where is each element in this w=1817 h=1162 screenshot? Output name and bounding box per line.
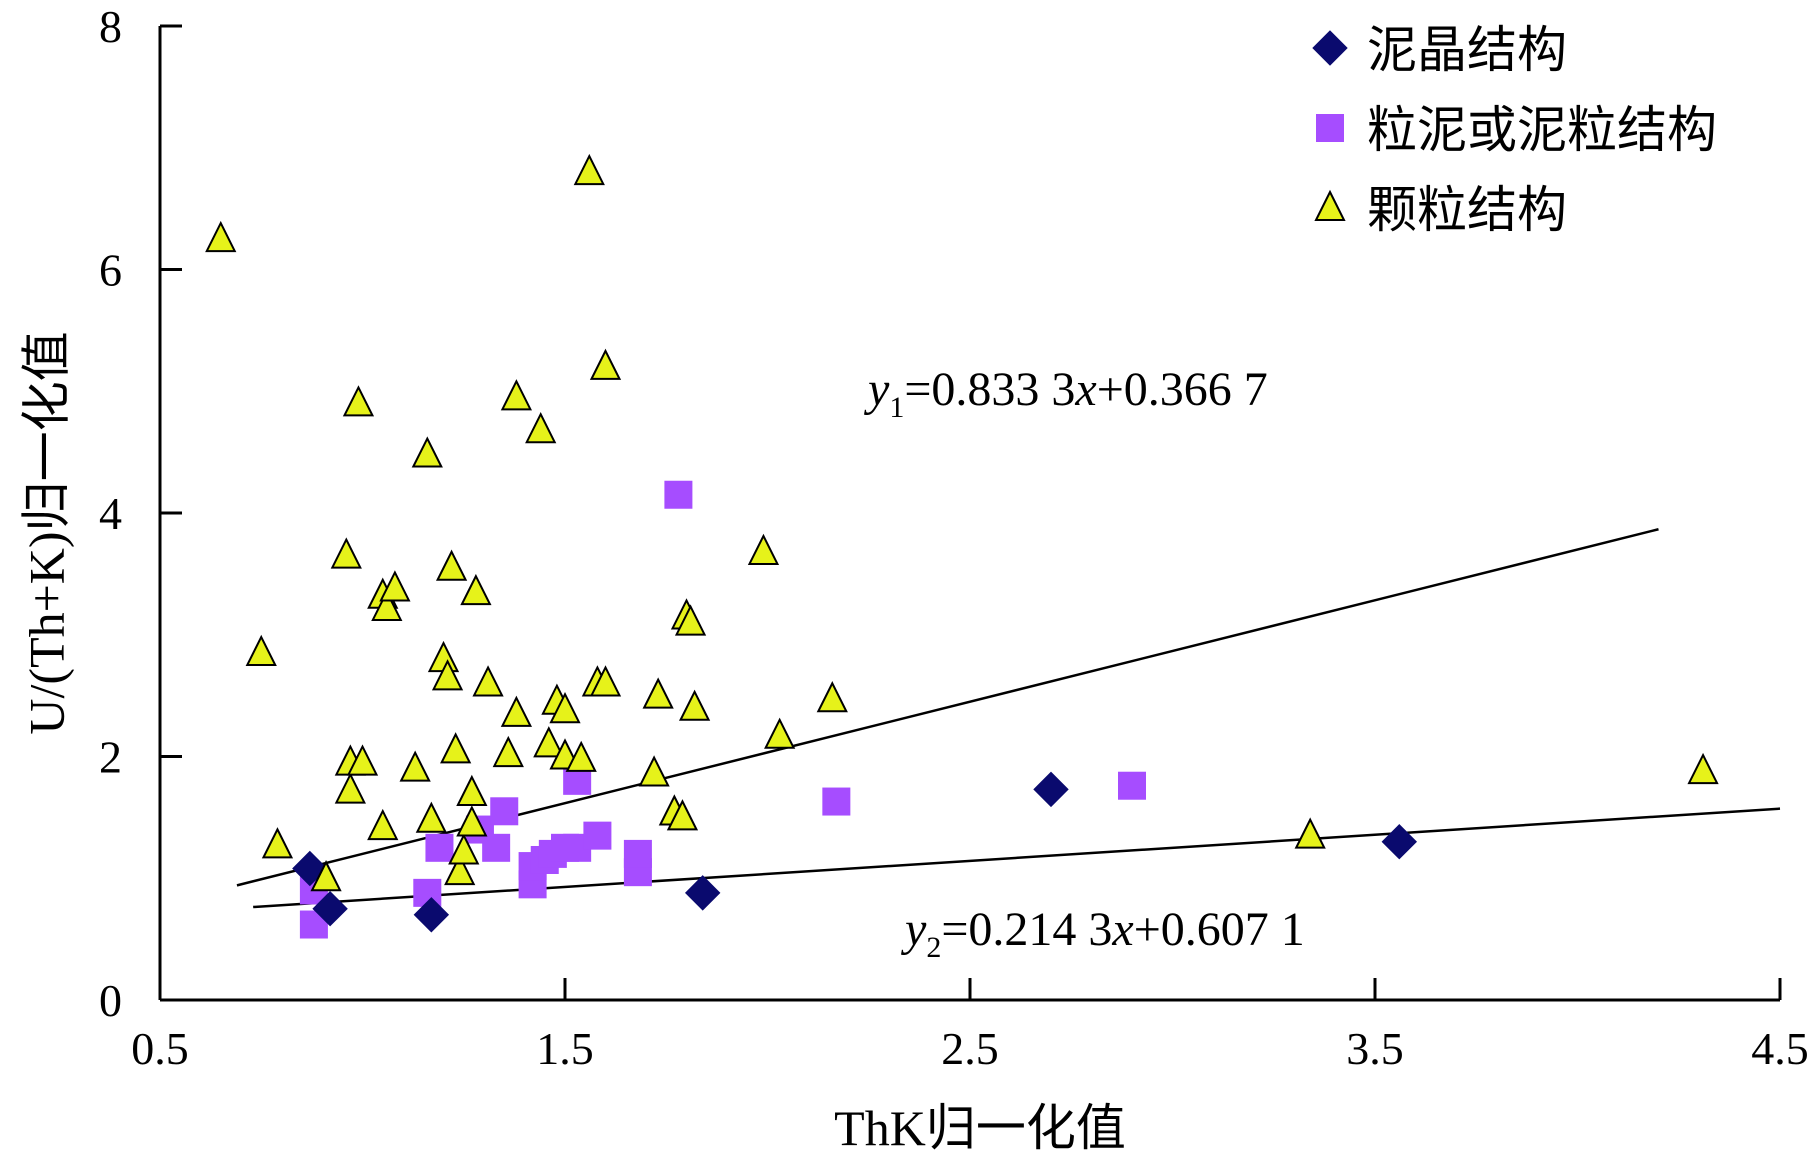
triangle-point [500,379,533,411]
square-point [664,480,693,509]
triangle-point [431,659,464,691]
trend-equation-1: y1=0.833 3x+0.366 7 [863,363,1268,424]
triangle-point [816,681,848,713]
legend-marker-square [1316,114,1344,142]
triangle-point [367,808,399,841]
square-point [822,787,851,816]
y-tick-label: 6 [99,245,122,296]
trend-line-2 [253,807,1781,909]
series-square [299,480,1146,939]
triangle-point [448,833,480,865]
triangle-point [525,411,557,444]
triangle-point [764,717,796,749]
square-point [583,821,612,850]
y-tick-label: 0 [99,975,122,1026]
triangle-point [472,665,504,697]
trend-equation-2: y2=0.214 3x+0.607 1 [900,903,1305,964]
triangle-point [346,744,379,776]
diamond-point [312,890,348,927]
triangle-point [1294,817,1326,849]
triangle-point [492,735,524,768]
x-axis-title: ThK归一化值 [834,1100,1126,1156]
triangle-point [444,853,476,886]
triangle-point [371,589,403,621]
triangle-point [456,805,488,837]
legend-label: 粒泥或泥粒结构 [1367,102,1717,158]
diamond-point [684,875,721,911]
triangle-point [638,755,670,787]
triangle-point [205,220,237,253]
triangle-point [334,772,366,804]
legend-marker-diamond [1312,30,1348,66]
triangle-point [549,691,581,724]
triangle-point [533,726,565,758]
triangle-point [500,695,533,727]
series-triangle [205,153,1719,892]
triangle-point [379,570,411,602]
square-point [1118,771,1146,800]
y-tick-label: 4 [99,488,122,539]
triangle-point [642,677,674,709]
triangle-point [330,537,362,569]
square-point [425,833,454,862]
triangle-point [427,640,460,673]
x-tick-label: 4.5 [1751,1023,1809,1074]
triangle-point [573,153,605,186]
square-point [490,797,519,826]
y-axis-title: U/(Th+K)归一化值 [18,331,74,734]
triangle-point [666,799,699,831]
triangle-point [435,549,468,581]
legend-marker-triangle [1314,189,1346,221]
trend-line-1 [236,528,1659,887]
axes [158,26,1780,1002]
triangle-point [415,801,447,833]
triangle-point [310,860,342,892]
triangle-point [440,732,472,764]
triangle-point [456,774,488,807]
trend-lines: y1=0.833 3x+0.366 7 y2=0.214 3x+0.607 1 [236,363,1781,964]
diamond-point [1033,771,1069,808]
triangle-point [674,604,707,636]
data-points [205,153,1719,939]
y-axis-ticks: 0 2 4 6 8 [99,1,182,1026]
y-tick-label: 8 [99,1,122,52]
triangle-point [565,740,597,772]
series-diamond [292,771,1418,933]
triangle-point [245,634,277,667]
y-tick-label: 2 [99,732,122,783]
triangle-point [261,827,294,859]
triangle-point [589,665,622,697]
triangle-point [747,533,780,565]
triangle-point [411,436,443,468]
x-axis-ticks: 0.5 1.5 2.5 3.5 4.5 [131,978,1809,1074]
square-point [623,839,652,868]
triangle-point [460,573,492,606]
square-point [482,833,511,862]
x-tick-label: 2.5 [941,1023,999,1074]
diamond-point [1381,824,1418,860]
triangle-point [678,689,711,721]
x-tick-label: 0.5 [131,1023,189,1074]
triangle-point [342,385,375,417]
x-tick-label: 1.5 [536,1023,594,1074]
diamond-point [413,897,450,933]
legend-label: 颗粒结构 [1367,182,1567,238]
triangle-point [399,750,431,782]
x-tick-label: 3.5 [1346,1023,1404,1074]
legend-label: 泥晶结构 [1367,22,1567,78]
triangle-point [1687,752,1719,785]
triangle-point [589,348,622,380]
